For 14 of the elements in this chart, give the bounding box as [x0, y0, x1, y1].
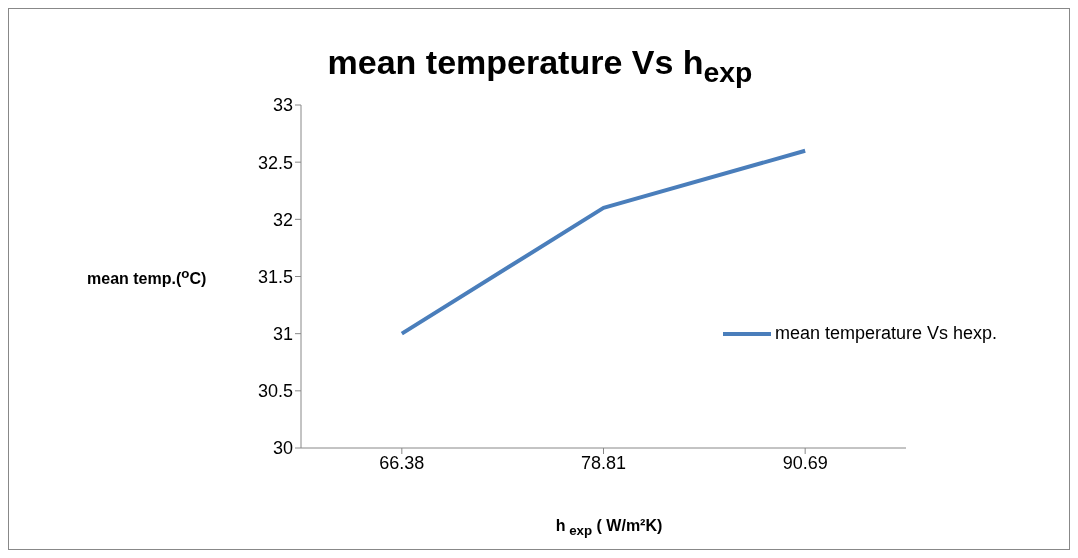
y-tick-label: 30: [272, 438, 293, 459]
y-tick-label: 31: [272, 324, 293, 345]
y-tick-label: 33: [272, 95, 293, 116]
y-tick-label: 32: [272, 209, 293, 230]
x-axis-title: h $_{exp}$ ( W/m²K): [554, 517, 664, 539]
x-tick-label: 66.38: [379, 452, 425, 473]
y-tick-label: 30.5: [257, 381, 293, 402]
y-tick-label: 32.5: [257, 152, 293, 173]
x-tick-label: 78.81: [580, 452, 627, 473]
y-tick-label: 31.5: [257, 266, 293, 287]
y-axis-title: mean temp.($^{o}$C): [87, 266, 207, 289]
legend-label: mean temperature Vs hexp.: [775, 323, 998, 344]
chart-title: mean temperature Vs h$_{exp}$: [326, 43, 754, 89]
x-tick-label: 90.69: [782, 452, 828, 473]
